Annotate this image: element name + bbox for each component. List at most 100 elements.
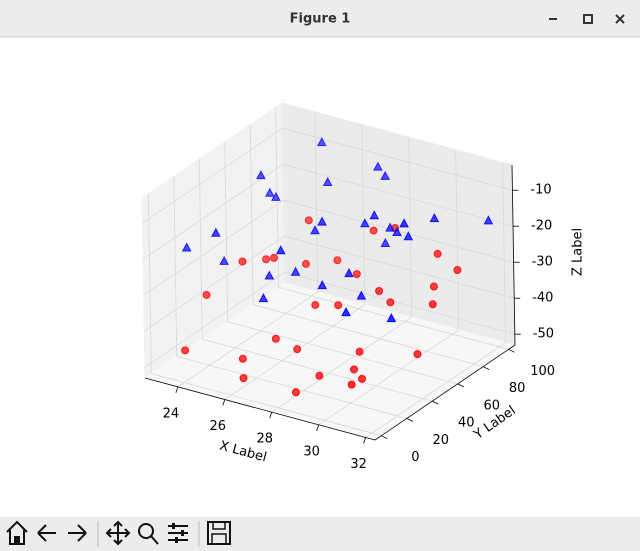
point — [291, 388, 300, 397]
point — [211, 227, 221, 237]
point — [403, 231, 414, 241]
point — [369, 226, 378, 235]
y-tick-label: 0 — [411, 450, 419, 465]
point — [293, 345, 302, 354]
grid-line — [318, 149, 460, 426]
home-button[interactable] — [6, 520, 28, 545]
point — [334, 301, 343, 310]
point — [333, 256, 342, 265]
grid-line — [224, 141, 458, 385]
y-tick — [406, 418, 413, 422]
maximize-button[interactable] — [583, 14, 593, 24]
point — [310, 225, 320, 235]
point — [413, 350, 422, 359]
point — [356, 290, 367, 300]
point — [429, 282, 438, 291]
forward-button[interactable] — [68, 524, 87, 542]
point — [399, 218, 409, 228]
z-axis — [511, 164, 516, 346]
x-tick — [269, 412, 273, 419]
point — [181, 346, 190, 355]
point — [256, 170, 266, 180]
point — [358, 374, 367, 383]
point — [375, 286, 384, 295]
grid-line — [275, 107, 509, 350]
grid-line — [271, 137, 413, 413]
point — [380, 237, 391, 247]
x-tick-label: 24 — [163, 406, 180, 421]
y-tick — [432, 400, 439, 405]
point — [315, 371, 324, 380]
point — [262, 255, 271, 264]
y-tick-label: 60 — [483, 398, 500, 413]
point — [304, 216, 313, 225]
point — [453, 266, 462, 275]
toolbar — [0, 517, 640, 551]
configure-button[interactable] — [168, 523, 188, 543]
zoom-button[interactable] — [138, 523, 159, 545]
point — [238, 257, 247, 266]
point — [317, 280, 328, 290]
grid-line — [224, 124, 366, 400]
point — [350, 365, 359, 374]
y-axis — [374, 344, 516, 441]
point — [271, 334, 280, 343]
point — [202, 290, 211, 299]
z-tick-label: -30 — [532, 255, 553, 270]
point — [311, 300, 320, 309]
point — [483, 215, 494, 225]
point — [290, 266, 301, 276]
point — [316, 137, 327, 147]
point — [433, 249, 442, 258]
point — [344, 268, 354, 278]
y-tick — [508, 348, 515, 353]
y-tick — [483, 366, 490, 370]
point — [380, 170, 391, 180]
point — [264, 187, 275, 197]
point — [258, 293, 269, 303]
y-tick — [457, 383, 464, 388]
y-tick-label: 20 — [433, 433, 450, 448]
z-tick-label: -10 — [530, 183, 551, 198]
y-tick-label: 40 — [458, 416, 475, 431]
point — [428, 300, 437, 309]
grid-line — [177, 111, 319, 388]
z-axis-label: Z Label — [571, 228, 586, 276]
grid-line — [249, 124, 484, 367]
grid-line — [143, 235, 515, 332]
x-tick — [175, 386, 179, 393]
point — [347, 380, 356, 389]
grid-line — [365, 162, 507, 438]
grid-line — [173, 176, 407, 419]
point — [355, 347, 364, 356]
grid-line — [144, 271, 515, 368]
close-button[interactable] — [615, 14, 625, 24]
point — [264, 270, 275, 280]
x-tick-label: 32 — [350, 457, 367, 472]
point — [269, 253, 278, 262]
y-tick-label: 100 — [530, 364, 555, 379]
save-button[interactable] — [207, 521, 231, 545]
window-title: Figure 1 — [290, 12, 351, 27]
point — [386, 298, 395, 307]
point — [429, 213, 440, 223]
x-tick-label: 26 — [210, 419, 227, 434]
back-button[interactable] — [37, 524, 56, 542]
point — [317, 216, 327, 226]
z-tick-label: -20 — [531, 219, 552, 234]
point — [385, 222, 395, 232]
point — [341, 307, 351, 317]
y-tick-label: 80 — [509, 381, 526, 396]
pan-button[interactable] — [105, 520, 131, 546]
point — [322, 176, 333, 186]
point — [373, 161, 383, 171]
grid-line — [143, 199, 514, 296]
y-tick — [381, 435, 388, 440]
point — [181, 242, 192, 252]
point — [275, 245, 286, 255]
x-tick — [222, 399, 226, 406]
z-tick-label: -40 — [532, 291, 553, 306]
point — [238, 354, 247, 363]
